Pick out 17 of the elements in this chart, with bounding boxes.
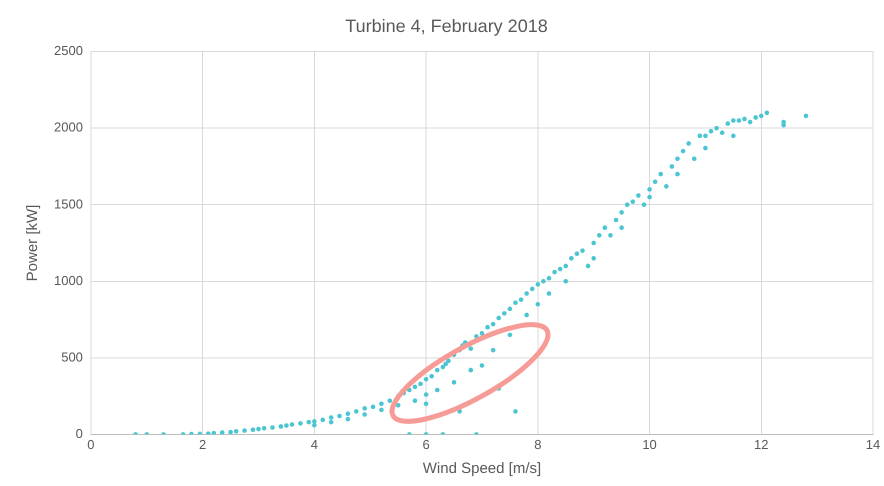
- x-tick-label: 4: [310, 436, 318, 452]
- y-tick-label: 2000: [54, 120, 83, 135]
- x-axis-title: Wind Speed [m/s]: [422, 460, 542, 478]
- chart-title: Turbine 4, February 2018: [345, 16, 548, 36]
- y-tick-label: 500: [61, 349, 83, 364]
- x-tick-label: 10: [642, 436, 657, 452]
- x-tick-label: 8: [534, 436, 542, 452]
- x-tick-label: 12: [754, 436, 769, 452]
- y-tick-label: 2500: [54, 43, 83, 58]
- y-tick-label: 0: [76, 426, 83, 441]
- y-tick-label: 1000: [54, 272, 83, 288]
- y-axis-title: Power [kW]: [24, 204, 42, 282]
- x-tick-label: 14: [866, 436, 880, 452]
- x-tick-label: 6: [422, 436, 430, 452]
- x-tick-label: 2: [199, 436, 206, 452]
- y-tick-label: 1500: [54, 196, 83, 212]
- x-tick-label: 0: [87, 436, 95, 452]
